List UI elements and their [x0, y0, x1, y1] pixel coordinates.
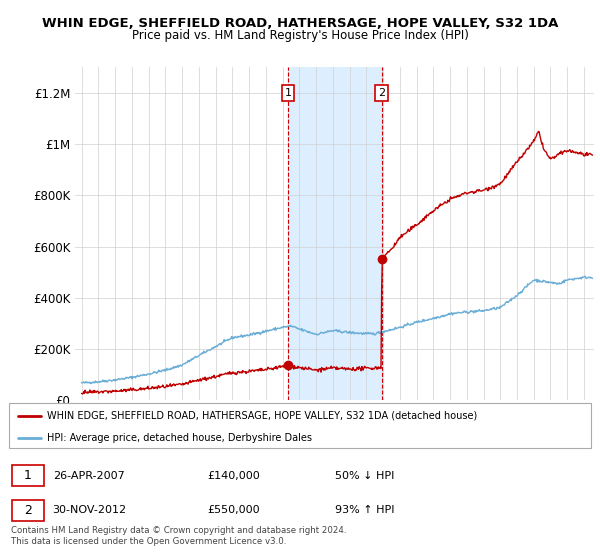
- Text: Price paid vs. HM Land Registry's House Price Index (HPI): Price paid vs. HM Land Registry's House …: [131, 29, 469, 42]
- Text: 26-APR-2007: 26-APR-2007: [53, 470, 124, 480]
- Text: WHIN EDGE, SHEFFIELD ROAD, HATHERSAGE, HOPE VALLEY, S32 1DA (detached house): WHIN EDGE, SHEFFIELD ROAD, HATHERSAGE, H…: [47, 410, 477, 421]
- Text: HPI: Average price, detached house, Derbyshire Dales: HPI: Average price, detached house, Derb…: [47, 433, 312, 443]
- Text: £550,000: £550,000: [207, 506, 260, 516]
- Text: 1: 1: [284, 88, 292, 98]
- Text: Contains HM Land Registry data © Crown copyright and database right 2024.
This d: Contains HM Land Registry data © Crown c…: [11, 526, 346, 546]
- FancyBboxPatch shape: [9, 403, 591, 448]
- Text: WHIN EDGE, SHEFFIELD ROAD, HATHERSAGE, HOPE VALLEY, S32 1DA: WHIN EDGE, SHEFFIELD ROAD, HATHERSAGE, H…: [42, 17, 558, 30]
- Text: 50% ↓ HPI: 50% ↓ HPI: [335, 470, 394, 480]
- Bar: [288, 67, 382, 400]
- Text: 2: 2: [24, 504, 32, 517]
- FancyBboxPatch shape: [12, 465, 44, 486]
- Text: 2: 2: [378, 88, 385, 98]
- Text: 93% ↑ HPI: 93% ↑ HPI: [335, 506, 394, 516]
- Text: 30-NOV-2012: 30-NOV-2012: [53, 506, 127, 516]
- Text: £140,000: £140,000: [207, 470, 260, 480]
- FancyBboxPatch shape: [12, 500, 44, 521]
- Text: 1: 1: [24, 469, 32, 482]
